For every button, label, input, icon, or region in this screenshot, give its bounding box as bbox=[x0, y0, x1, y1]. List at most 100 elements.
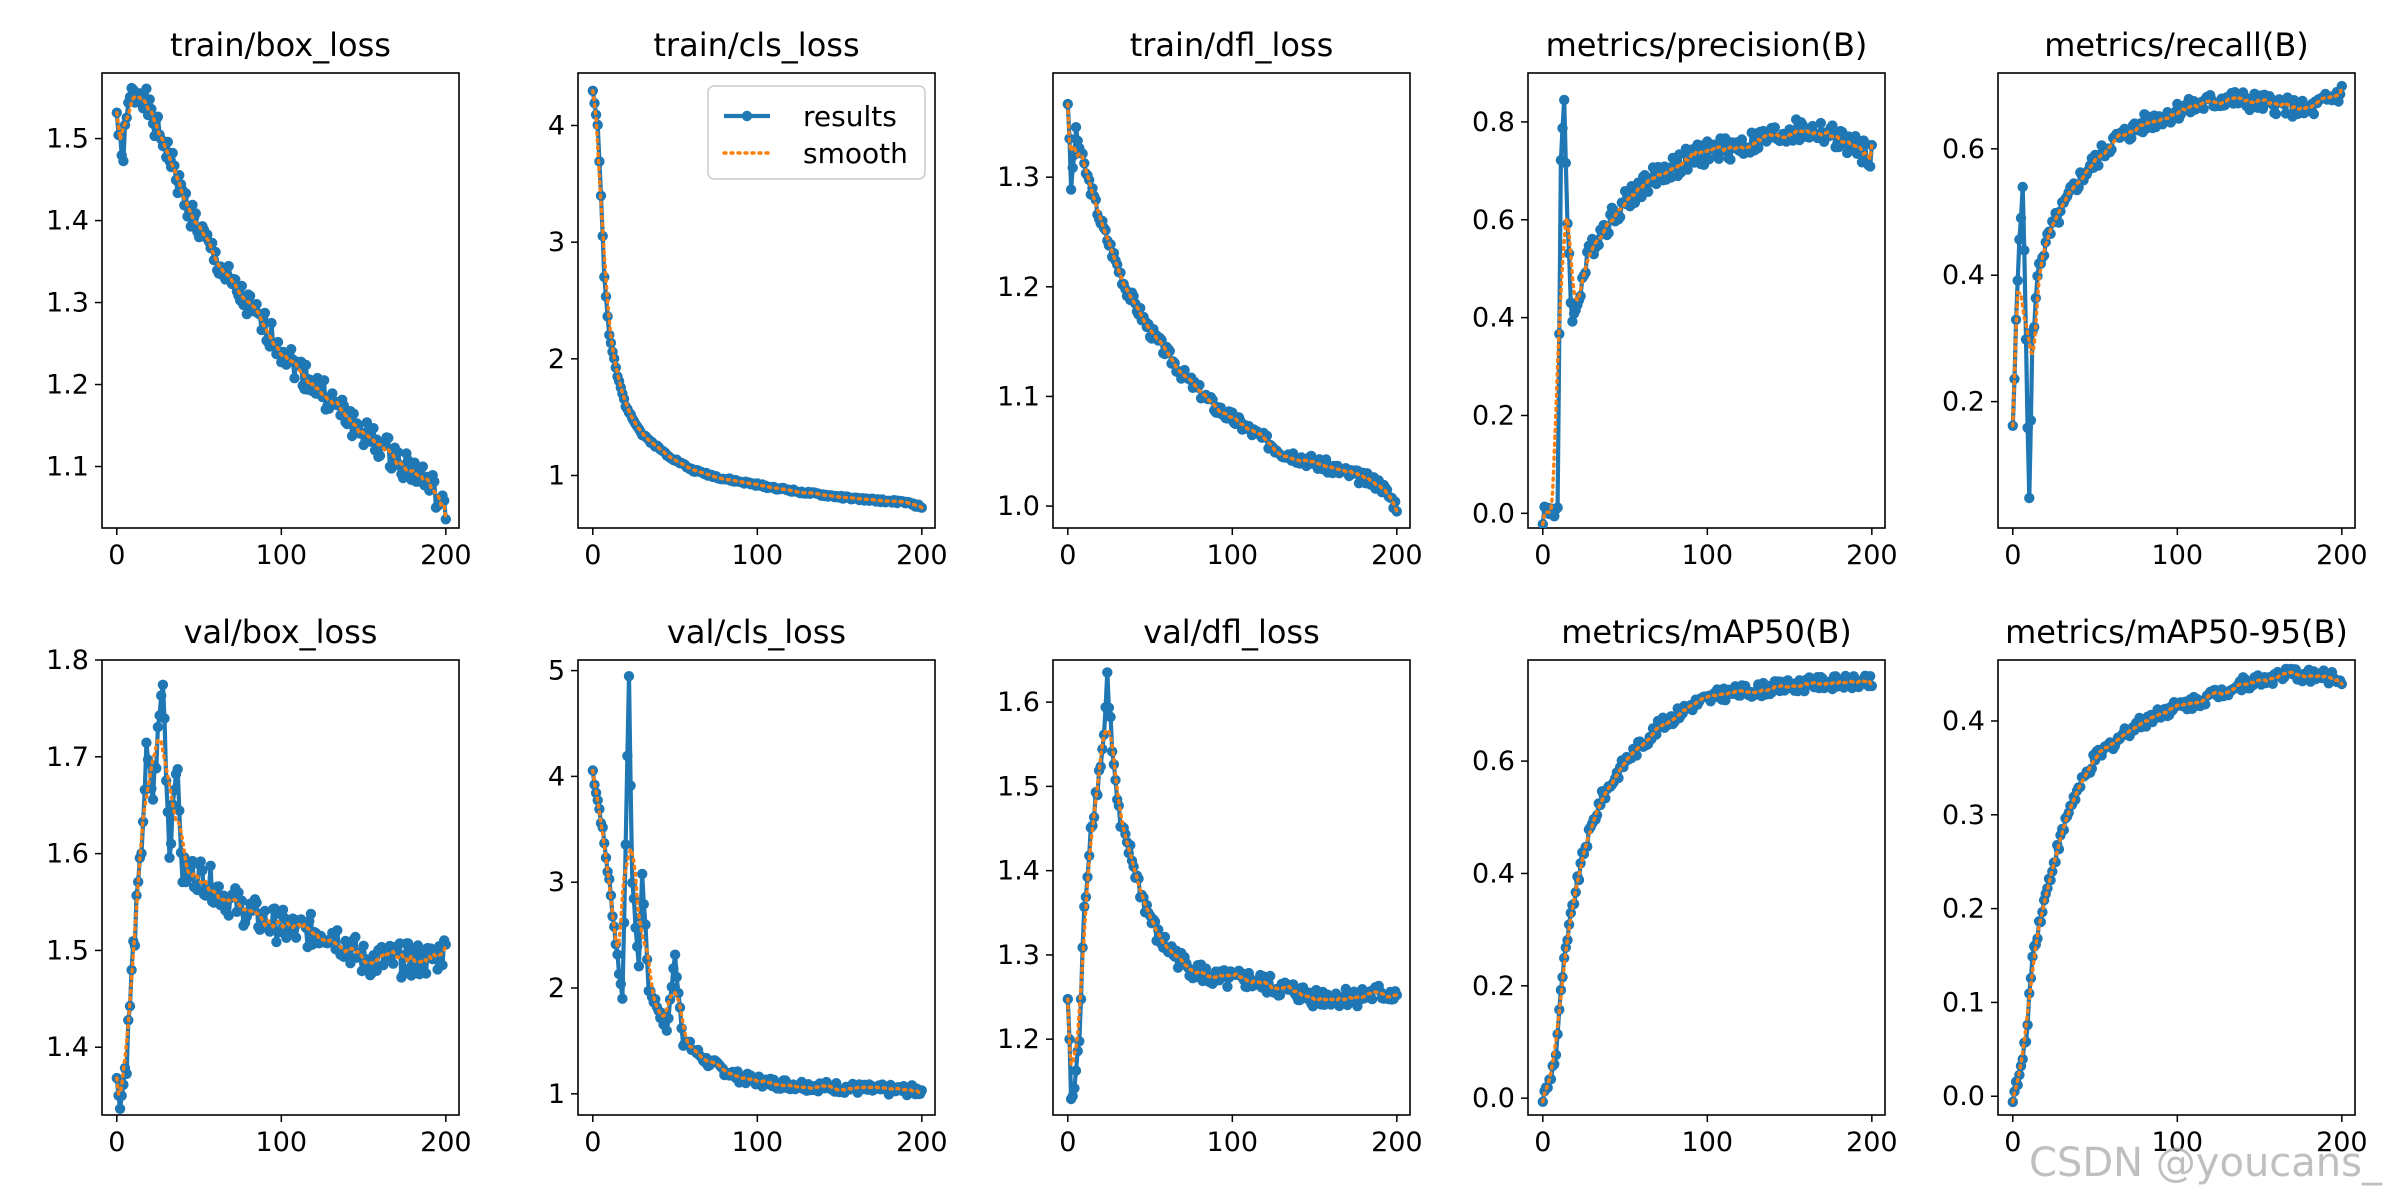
results-point bbox=[633, 961, 645, 972]
results-point bbox=[1559, 94, 1570, 106]
y-tick-label: 0.6 bbox=[1942, 134, 1985, 165]
results-point bbox=[2093, 160, 2104, 171]
x-tick-label: 200 bbox=[2316, 1127, 2368, 1158]
plot-area bbox=[1537, 94, 1878, 528]
results-point bbox=[2012, 275, 2023, 286]
results-point bbox=[223, 910, 234, 921]
axes-frame bbox=[1052, 659, 1411, 1116]
legend-box bbox=[707, 85, 926, 180]
y-tick-label: 1.3 bbox=[997, 940, 1040, 971]
axes-frame bbox=[1527, 72, 1886, 529]
results-point bbox=[159, 713, 170, 724]
y-tick-label: 0.0 bbox=[1942, 1081, 1985, 1112]
results-point bbox=[1340, 983, 1352, 995]
y-tick-label: 1.0 bbox=[997, 491, 1040, 522]
results-point bbox=[256, 324, 267, 336]
results-point bbox=[1222, 981, 1233, 992]
results-point bbox=[437, 959, 448, 971]
results-line bbox=[2010, 666, 2344, 1103]
results-line bbox=[1065, 670, 1399, 1102]
y-tick-label: 4 bbox=[548, 111, 565, 142]
results-point bbox=[2019, 245, 2030, 256]
y-tick-label: 1.5 bbox=[46, 935, 89, 966]
smooth-line bbox=[115, 94, 448, 521]
results-point bbox=[417, 461, 428, 472]
y-tick-label: 0.6 bbox=[1472, 205, 1515, 236]
plot-area bbox=[587, 671, 927, 1101]
y-tick-label: 0.0 bbox=[1472, 1083, 1515, 1114]
results-line bbox=[590, 674, 924, 1098]
results-point bbox=[440, 514, 451, 525]
x-tick-label: 100 bbox=[732, 540, 784, 571]
results-point bbox=[197, 865, 208, 876]
csdn-watermark: CSDN @youcans_ bbox=[2029, 1140, 2382, 1186]
results-point bbox=[1069, 1083, 1080, 1094]
results-point bbox=[205, 860, 216, 871]
results-point bbox=[2270, 108, 2282, 120]
results-point bbox=[1108, 759, 1120, 770]
y-tick-label: 1.6 bbox=[997, 687, 1040, 718]
results-point bbox=[1087, 820, 1098, 831]
axes-frame bbox=[1997, 72, 2356, 529]
subplot-title: val/dfl_loss bbox=[1143, 613, 1320, 651]
results-point bbox=[2126, 132, 2137, 144]
y-tick-label: 1.1 bbox=[997, 381, 1040, 412]
results-point bbox=[1552, 502, 1563, 513]
results-point bbox=[2198, 103, 2209, 115]
results-point bbox=[271, 936, 282, 948]
y-tick-label: 1.2 bbox=[997, 272, 1040, 303]
subplot-7: val/cls_loss 0 100 200 1 2 3 4 5 bbox=[548, 613, 948, 1158]
results-point bbox=[617, 993, 628, 1004]
results-point bbox=[440, 939, 451, 950]
x-tick-label: 100 bbox=[1682, 540, 1734, 571]
results-point bbox=[223, 260, 234, 272]
results-point bbox=[318, 375, 330, 386]
results-point bbox=[1102, 667, 1113, 678]
subplot-title: metrics/recall(B) bbox=[2044, 26, 2309, 64]
results-point bbox=[1725, 154, 1736, 165]
plot-area bbox=[2007, 80, 2347, 504]
results-point bbox=[164, 852, 175, 863]
results-point bbox=[2025, 415, 2037, 426]
x-tick-label: 200 bbox=[1846, 1127, 1898, 1158]
subplot-6: val/box_loss 0 100 200 1.4 1.5 1.6 1.7 1.8 bbox=[46, 613, 472, 1158]
results-point bbox=[1560, 157, 1572, 169]
results-point bbox=[195, 856, 206, 867]
results-point bbox=[625, 780, 636, 791]
plot-area bbox=[1537, 670, 1878, 1108]
results-point bbox=[187, 199, 198, 211]
results-point bbox=[269, 903, 280, 914]
y-tick-label: 1 bbox=[548, 1079, 565, 1110]
results-point bbox=[409, 457, 420, 468]
subplot-9: metrics/mAP50(B) 0 100 200 0.0 0.2 0.4 0.6 bbox=[1472, 613, 1898, 1158]
y-tick-label: 0.4 bbox=[1472, 858, 1515, 889]
y-tick-label: 1.8 bbox=[46, 645, 89, 676]
x-tick-label: 200 bbox=[420, 1127, 472, 1158]
results-point bbox=[1274, 989, 1286, 1001]
x-tick-label: 0 bbox=[108, 540, 125, 571]
axes-frame bbox=[1052, 72, 1411, 529]
y-tick-label: 2 bbox=[548, 344, 565, 375]
results-point bbox=[162, 806, 173, 818]
results-point bbox=[613, 968, 625, 980]
results-point bbox=[1128, 861, 1139, 872]
y-tick-label: 1.7 bbox=[46, 742, 89, 773]
y-tick-label: 0.4 bbox=[1942, 706, 1985, 737]
results-point bbox=[1799, 686, 1810, 697]
results-point bbox=[350, 931, 361, 943]
results-point bbox=[2308, 108, 2320, 120]
y-tick-label: 1.2 bbox=[997, 1024, 1040, 1055]
results-point bbox=[259, 307, 271, 319]
results-point bbox=[233, 887, 244, 898]
legend-smooth-label: smooth bbox=[803, 137, 908, 170]
x-tick-label: 0 bbox=[2004, 540, 2021, 571]
results-point bbox=[353, 420, 364, 431]
results-point bbox=[831, 1078, 842, 1089]
y-tick-label: 1.4 bbox=[997, 856, 1040, 887]
results-point bbox=[1850, 131, 1861, 142]
results-point bbox=[1642, 186, 1654, 197]
x-tick-label: 0 bbox=[584, 540, 601, 571]
plot-area bbox=[587, 85, 927, 513]
results-point bbox=[251, 897, 262, 908]
